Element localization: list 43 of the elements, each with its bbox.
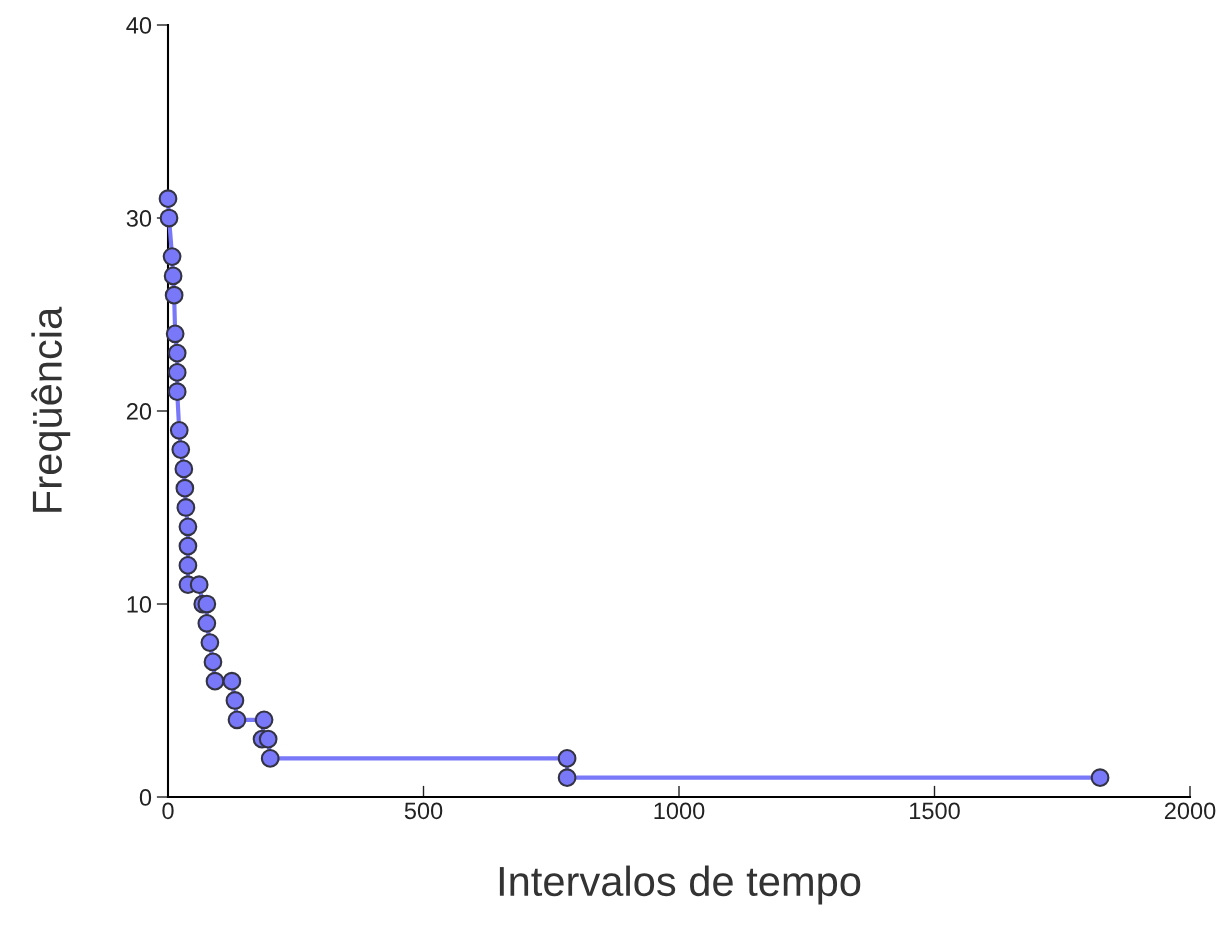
point — [174, 459, 194, 479]
point — [205, 671, 225, 691]
x-tick-label: 1000 — [654, 802, 705, 820]
point — [203, 652, 223, 672]
point — [167, 363, 187, 382]
point — [175, 478, 195, 498]
x-tick-label: 2000 — [1164, 802, 1216, 820]
point — [159, 208, 179, 228]
point — [162, 247, 182, 266]
point — [163, 266, 183, 286]
x-tick-label: 1500 — [910, 802, 960, 820]
point — [557, 749, 577, 768]
point — [178, 517, 198, 537]
y-tick-label: 20 — [126, 403, 152, 420]
point — [158, 189, 178, 209]
point — [164, 285, 184, 305]
y-tick-label: 30 — [126, 210, 152, 227]
y-tick-label: 10 — [127, 596, 152, 613]
point — [557, 768, 577, 788]
y-tick-label: 40 — [126, 17, 152, 34]
point — [176, 498, 196, 517]
x-tick-label: 0 — [162, 802, 174, 820]
y-tick-label: 0 — [139, 789, 152, 806]
point — [171, 440, 191, 459]
point — [227, 710, 247, 730]
point — [165, 324, 185, 344]
point — [1090, 768, 1110, 788]
point — [178, 536, 198, 556]
point — [254, 710, 274, 730]
point — [258, 729, 278, 749]
point — [260, 749, 280, 768]
x-axis-title: Intervalos de tempo — [499, 865, 861, 905]
point — [167, 343, 187, 363]
point — [197, 613, 217, 633]
y-axis-title: Freqüência — [31, 306, 71, 512]
x-tick-label: 500 — [404, 802, 443, 820]
point — [200, 633, 220, 652]
point — [167, 382, 187, 402]
point — [222, 671, 242, 691]
point — [225, 691, 245, 710]
point — [178, 556, 198, 575]
point — [169, 420, 189, 440]
point — [189, 575, 209, 595]
